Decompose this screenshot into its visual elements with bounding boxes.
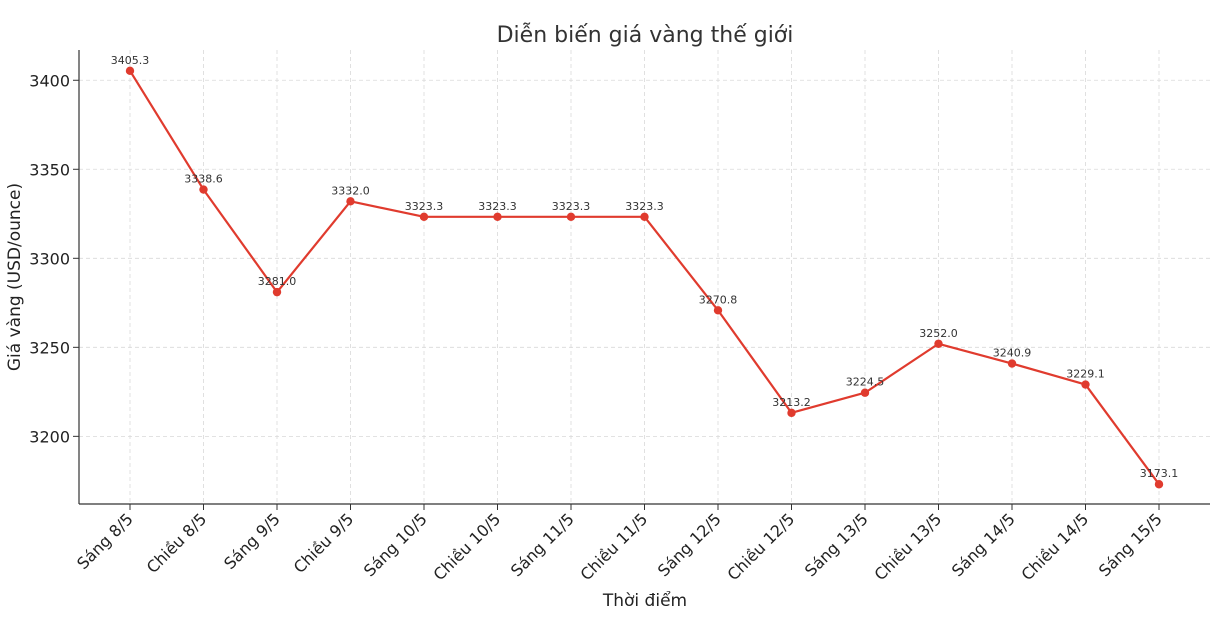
data-label: 3405.3 xyxy=(111,54,150,67)
data-point-marker xyxy=(272,287,282,297)
data-point-marker xyxy=(787,408,796,418)
data-point-marker xyxy=(860,388,870,397)
data-point-marker xyxy=(199,185,208,194)
y-tick-label: 3250 xyxy=(29,338,70,357)
data-point-marker xyxy=(419,212,429,222)
y-axis-title: Giá vàng (USD/ounce) xyxy=(5,183,25,371)
x-tick-label: Sáng 15/5 xyxy=(1095,509,1166,580)
x-tick-label: Chiều 13/5 xyxy=(871,509,946,584)
series-gold-price xyxy=(125,66,1164,489)
x-tick-label: Chiều 11/5 xyxy=(577,509,652,584)
data-point-marker xyxy=(566,212,576,222)
y-tick-label: 3400 xyxy=(29,71,70,90)
data-point-marker xyxy=(346,197,355,206)
data-label: 3224.5 xyxy=(846,376,885,389)
data-label: 3270.8 xyxy=(699,293,738,306)
x-tick-label: Chiều 9/5 xyxy=(290,509,358,577)
chart-title: Diễn biến giá vàng thế giới xyxy=(497,22,794,48)
data-label: 3240.9 xyxy=(993,347,1032,360)
grid-lines xyxy=(79,50,1210,504)
data-point-marker xyxy=(493,212,502,222)
data-label: 3229.1 xyxy=(1066,368,1105,381)
x-tick-label: Chiều 8/5 xyxy=(143,509,211,577)
data-label: 3281.0 xyxy=(258,275,297,288)
y-tick-label: 3300 xyxy=(29,249,70,268)
data-label: 3252.0 xyxy=(919,327,958,340)
x-tick-label: Chiều 12/5 xyxy=(724,509,799,584)
x-tick-label: Chiều 14/5 xyxy=(1018,509,1093,584)
data-point-marker xyxy=(934,339,943,348)
data-label: 3332.0 xyxy=(331,184,370,197)
x-tick-label: Sáng 12/5 xyxy=(654,509,725,580)
y-tick-label: 3350 xyxy=(29,160,70,179)
x-tick-label: Sáng 13/5 xyxy=(801,509,872,580)
data-label: 3323.3 xyxy=(625,200,664,213)
x-tick-label: Sáng 10/5 xyxy=(360,509,431,580)
y-tick-labels: 3200 3250 3300 3350 3400 xyxy=(29,71,70,446)
data-label: 3213.2 xyxy=(772,396,811,409)
data-label: 3338.6 xyxy=(184,173,223,186)
data-point-marker xyxy=(1081,380,1090,389)
x-tick-label: Sáng 14/5 xyxy=(948,509,1019,580)
data-point-marker xyxy=(713,306,723,315)
data-label: 3173.1 xyxy=(1140,467,1179,480)
data-point-marker xyxy=(640,212,649,222)
x-tick-label: Chiều 10/5 xyxy=(430,509,505,584)
x-tick-labels: Sáng 8/5 Chiều 8/5 Sáng 9/5 Chiều 9/5 Sáng 1… xyxy=(73,509,1166,584)
data-label: 3323.3 xyxy=(552,200,591,213)
data-labels: 3405.3 3338.6 3281.0 3332.0 3323.3 3323.3 3323… xyxy=(111,54,1179,480)
x-tick-label: Sáng 9/5 xyxy=(220,509,284,573)
x-tick-label: Sáng 11/5 xyxy=(507,509,578,580)
x-tick-label: Sáng 8/5 xyxy=(73,509,137,573)
data-label: 3323.3 xyxy=(478,200,517,213)
data-point-marker xyxy=(1007,359,1017,368)
axes xyxy=(73,50,1210,510)
data-point-marker xyxy=(125,66,135,76)
x-axis-title: Thời điểm xyxy=(602,590,687,611)
data-label: 3323.3 xyxy=(405,200,444,213)
y-tick-label: 3200 xyxy=(29,427,70,446)
data-point-marker xyxy=(1154,480,1164,489)
